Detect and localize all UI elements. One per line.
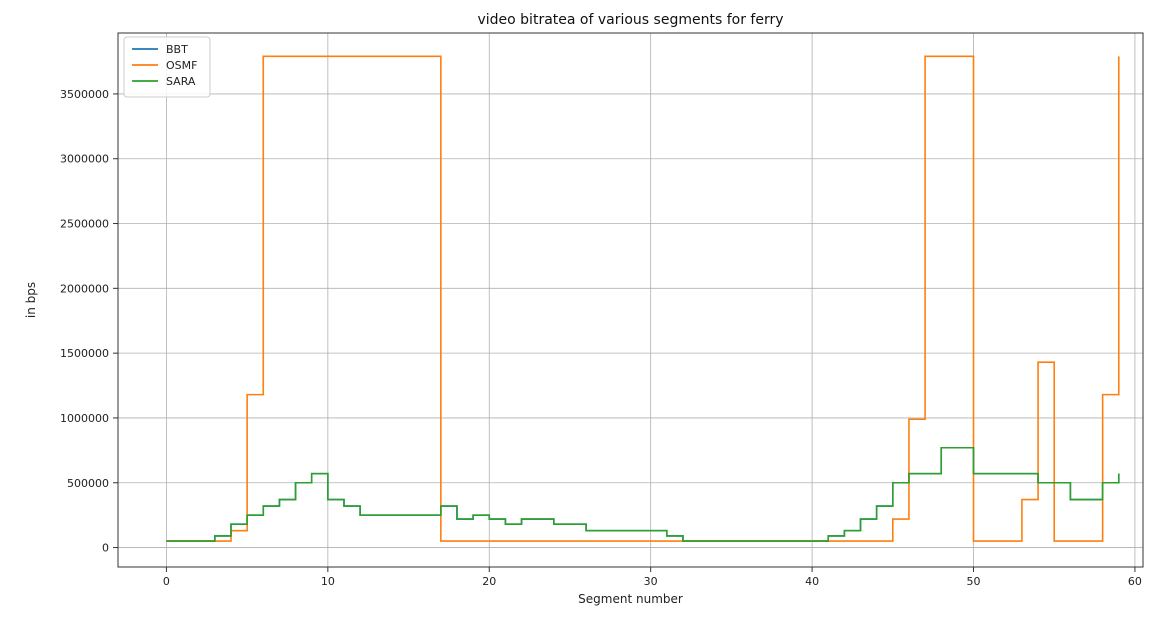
grid <box>118 33 1143 567</box>
y-tick-label: 2500000 <box>60 218 109 231</box>
legend-label-sara: SARA <box>166 75 196 88</box>
y-tick-label: 500000 <box>67 477 109 490</box>
x-tick-label: 40 <box>805 575 819 588</box>
plot-area <box>117 32 1144 568</box>
x-tick-label: 20 <box>482 575 496 588</box>
y-tick-label: 1500000 <box>60 347 109 360</box>
x-tick-label: 10 <box>321 575 335 588</box>
legend: BBT OSMF SARA <box>123 36 211 98</box>
x-tick-label: 0 <box>163 575 170 588</box>
y-tick-label: 1000000 <box>60 412 109 425</box>
series-line-sara <box>166 446 1120 542</box>
y-tick-label: 2000000 <box>60 282 109 295</box>
x-axis-ticks: 0 10 20 30 40 50 60 <box>163 567 1142 588</box>
x-tick-label: 60 <box>1128 575 1142 588</box>
y-tick-label: 3500000 <box>60 88 109 101</box>
y-tick-label: 0 <box>102 542 109 555</box>
x-tick-label: 30 <box>644 575 658 588</box>
y-axis-ticks: 0 500000 1000000 1500000 2000000 2500000 30000… <box>60 88 118 555</box>
legend-label-bbt: BBT <box>166 43 188 56</box>
chart-title: video bitratea of various segments for f… <box>477 12 783 28</box>
y-tick-label: 3000000 <box>60 153 109 166</box>
y-axis-label: in bps <box>24 282 38 318</box>
series-lines <box>166 55 1120 542</box>
x-tick-label: 50 <box>967 575 981 588</box>
legend-box <box>123 36 211 98</box>
x-axis-label: Segment number <box>578 592 683 606</box>
legend-label-osmf: OSMF <box>166 59 197 72</box>
